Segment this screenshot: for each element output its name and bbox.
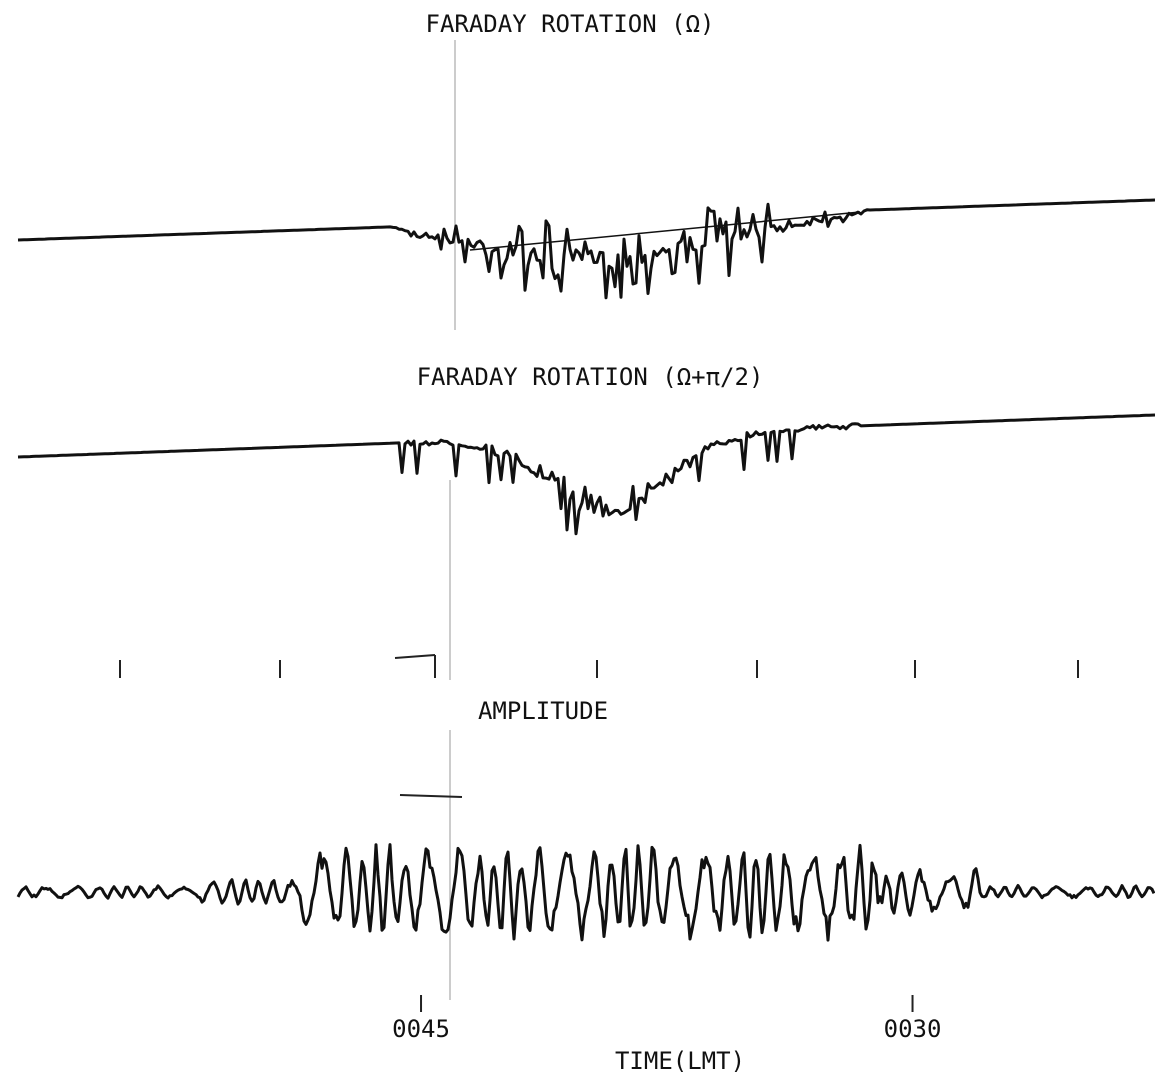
trace [17,413,1155,536]
panel-title: FARADAY ROTATION (Ω) [426,10,715,38]
trace [16,843,1155,942]
panel-title: FARADAY ROTATION (Ω+π/2) [417,363,764,391]
x-tick-label: 0045 [392,1015,450,1043]
trace [17,198,1155,300]
x-axis-label: TIME(LMT) [615,1047,745,1075]
panel-title: AMPLITUDE [478,697,608,725]
x-tick-label: 0030 [884,1015,942,1043]
paper-marks [119,40,1079,1000]
